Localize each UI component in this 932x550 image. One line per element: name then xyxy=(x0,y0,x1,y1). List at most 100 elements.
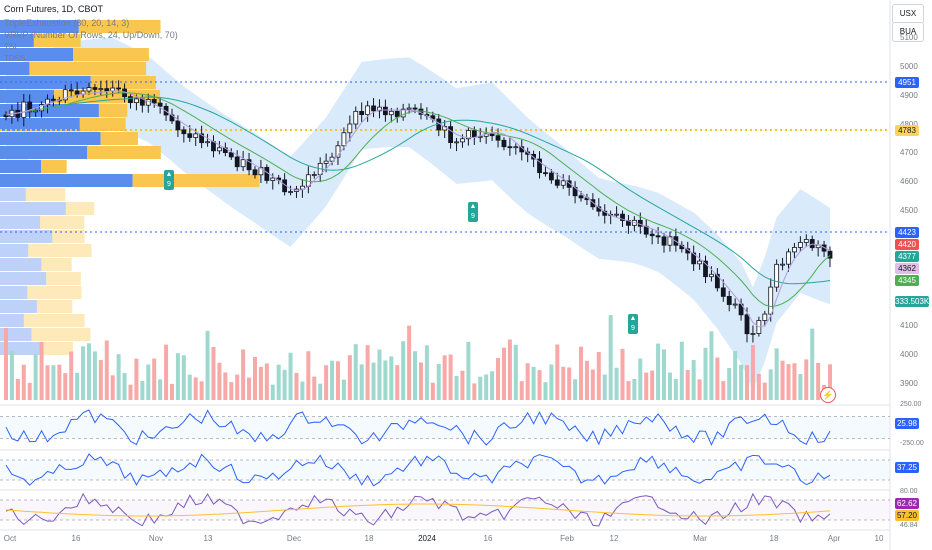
volume-profile-bar xyxy=(0,258,42,271)
candle-body xyxy=(347,123,353,134)
volume-bar xyxy=(152,358,157,400)
volume-bar xyxy=(294,372,299,400)
volume-bar xyxy=(377,349,382,400)
volume-bar xyxy=(828,364,832,400)
rsi-line xyxy=(5,492,831,527)
volume-bar xyxy=(454,375,459,400)
volume-bar xyxy=(501,347,506,400)
candle-body xyxy=(92,87,98,90)
volume-bar xyxy=(525,363,530,400)
volume-bar xyxy=(395,365,400,400)
candle-body xyxy=(205,141,210,144)
candle-body xyxy=(62,89,68,101)
volume-bar xyxy=(75,372,80,400)
price-tick: 4800 xyxy=(900,120,918,129)
volume-bar xyxy=(697,379,702,400)
volume-profile-bar xyxy=(0,132,101,145)
volume-profile-bar xyxy=(0,188,26,201)
volume-bar xyxy=(223,372,228,400)
candle-body xyxy=(104,88,110,92)
candle-body xyxy=(15,109,21,118)
volume-bar xyxy=(418,362,423,400)
price-tick: 4900 xyxy=(900,91,918,100)
volume-bar xyxy=(4,327,8,400)
volume-profile-bar xyxy=(132,174,260,187)
volume-bar xyxy=(496,358,501,400)
volume-bar xyxy=(608,315,613,400)
currency-button-bua[interactable]: BUA xyxy=(892,22,924,42)
indicator-legend-vrvp[interactable]: VRVP (Number Of Rows, 24, Up/Down, 70) xyxy=(4,30,178,40)
volume-bar xyxy=(816,362,821,400)
volume-bar xyxy=(15,378,20,400)
volume-bar xyxy=(584,360,589,400)
volume-bar xyxy=(134,358,139,400)
candle-body xyxy=(353,110,359,125)
candle-body xyxy=(655,235,661,238)
volume-bar xyxy=(667,372,672,400)
volume-bar xyxy=(644,372,649,400)
volume-profile-bar xyxy=(98,104,128,117)
candle-body xyxy=(134,98,139,104)
price-tick: 4600 xyxy=(900,177,918,186)
candle-body xyxy=(365,105,371,116)
volume-bar xyxy=(561,366,566,400)
price-tick: 5100 xyxy=(900,33,918,42)
candle-body xyxy=(33,110,39,113)
volume-bar xyxy=(110,375,115,400)
candle-body xyxy=(827,250,833,259)
candle-body xyxy=(454,141,459,144)
volume-bar xyxy=(181,355,186,400)
candle-body xyxy=(394,110,400,118)
volume-bar xyxy=(211,347,216,400)
candle-body xyxy=(382,106,388,116)
volume-bar xyxy=(727,368,732,400)
volume-profile-bar xyxy=(28,244,92,257)
price-badge-4420: 4420 xyxy=(895,239,919,250)
volume-bar xyxy=(810,328,815,400)
volume-profile-bar xyxy=(0,34,34,47)
pane1-axis-top: 250.00 xyxy=(900,401,922,408)
pane3-axis-top: 80.00 xyxy=(900,488,918,495)
volume-bar xyxy=(57,364,62,400)
indicator-legend-triple-exhaustion[interactable]: TripleExhaustion (80, 20, 14, 3) xyxy=(4,18,130,28)
symbol-title[interactable]: Corn Futures, 1D, CBOT xyxy=(4,4,104,14)
exhaustion-marker: ▲ 9 xyxy=(628,314,638,334)
moving-average-line xyxy=(5,90,831,328)
volume-profile-bar xyxy=(0,104,99,117)
lightning-icon[interactable]: ⚡ xyxy=(820,387,836,403)
volume-bar xyxy=(549,364,554,400)
volume-bar xyxy=(745,365,750,400)
volume-bar xyxy=(709,331,714,400)
volume-bar xyxy=(407,325,412,400)
volume-bar xyxy=(164,344,169,400)
price-badge-4423: 4423 xyxy=(895,227,919,238)
volume-profile-bar xyxy=(0,48,74,61)
volume-bar xyxy=(51,365,56,400)
volume-bar xyxy=(187,374,192,400)
volume-bar xyxy=(490,371,495,400)
volume-bar xyxy=(472,383,477,400)
volume-profile-bar xyxy=(0,286,28,299)
candle-body xyxy=(691,252,697,265)
candle-body xyxy=(151,99,157,104)
volume-bar xyxy=(626,381,631,400)
pane3-axis-bottom: 46.84 xyxy=(900,522,918,529)
candle-body xyxy=(465,130,471,140)
volume-bar xyxy=(673,379,678,400)
moving-average-line xyxy=(5,96,831,285)
candle-body xyxy=(697,260,702,265)
volume-bar xyxy=(442,355,447,400)
volume-bar xyxy=(270,384,275,400)
volume-profile-bar xyxy=(0,300,37,313)
volume-profile-bar xyxy=(23,314,85,327)
time-tick: 10 xyxy=(874,534,884,543)
currency-button-usx[interactable]: USX xyxy=(892,4,924,24)
candle-body xyxy=(258,166,264,176)
volume-bar xyxy=(229,382,234,400)
candle-body xyxy=(128,96,133,104)
volume-bar xyxy=(69,351,74,400)
candle-body xyxy=(768,286,774,315)
volume-profile-bar xyxy=(0,62,30,75)
